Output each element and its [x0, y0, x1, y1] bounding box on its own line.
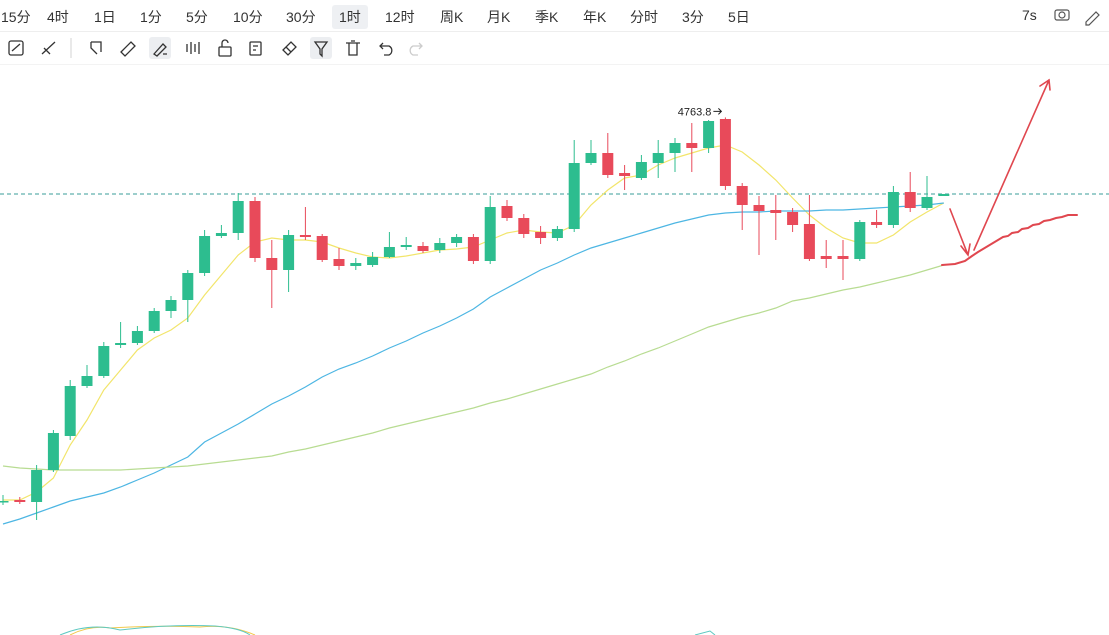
candle-body [232, 201, 244, 233]
tool-icon[interactable] [90, 41, 102, 55]
candle-body [820, 256, 832, 259]
candle-body [467, 237, 479, 261]
peak-arrow [713, 108, 723, 115]
candle-body [383, 247, 395, 257]
drawing-toolbar [0, 37, 1109, 65]
interval-button[interactable]: 月K [487, 9, 511, 25]
annotation-drawing [941, 78, 1078, 266]
tool-icon[interactable] [249, 41, 262, 56]
interval-button[interactable]: 1分 [140, 9, 162, 25]
candle-body [400, 245, 412, 247]
interval-button[interactable]: 周K [440, 9, 464, 25]
candle-body [47, 433, 59, 470]
candle-body [64, 386, 76, 436]
candle-body [451, 237, 463, 243]
candle-body [148, 311, 160, 331]
interval-button[interactable]: 1时 [332, 5, 368, 29]
top-right-actions[interactable] [1054, 9, 1100, 26]
candle-body [14, 500, 26, 502]
candle-body [0, 501, 9, 503]
candle-body [417, 246, 429, 251]
interval-button[interactable]: 5日 [728, 9, 750, 25]
candle-body [770, 210, 782, 213]
tool-icon[interactable] [186, 42, 200, 54]
candle-body [669, 143, 681, 153]
candle-body [686, 143, 698, 148]
candle-body [602, 153, 614, 175]
tool-icon[interactable] [379, 42, 393, 56]
candle-body [316, 236, 328, 260]
tool-icon[interactable] [41, 41, 56, 55]
candle-body [501, 206, 513, 218]
tool-icon[interactable] [282, 41, 297, 56]
candle-body [938, 194, 950, 196]
candle-body [31, 470, 43, 502]
tool-icon[interactable] [346, 40, 360, 56]
interval-button[interactable]: 年K [583, 9, 607, 25]
moving-average-line [3, 144, 945, 501]
refresh-rate[interactable]: 7s [1022, 7, 1037, 23]
candle-body [585, 153, 597, 163]
candle-body [299, 235, 311, 237]
candle-body [81, 376, 93, 386]
candle-body [736, 186, 748, 205]
candle-body [535, 232, 547, 238]
candle-body [182, 273, 194, 300]
tool-icon[interactable] [313, 41, 329, 58]
candle-body [921, 197, 933, 208]
candle-body [703, 121, 715, 148]
candle-body [283, 235, 295, 270]
candle-body [652, 153, 664, 163]
moving-average-line [2, 264, 944, 471]
candle-body [215, 233, 227, 236]
candle-body [837, 256, 849, 259]
candle-body [854, 222, 866, 259]
candle-body [266, 258, 278, 270]
tool-icon[interactable] [120, 41, 136, 57]
moving-average-line [2, 202, 944, 525]
interval-button[interactable]: 10分 [233, 9, 263, 25]
interval-button[interactable]: 1日 [94, 9, 116, 25]
candle-body [568, 163, 580, 229]
candle-body [98, 346, 110, 376]
candle-body [787, 212, 799, 225]
peak-label: 4763.8 [678, 106, 712, 118]
candle-body [803, 224, 815, 259]
candle-body [904, 192, 916, 208]
tool-icon[interactable] [409, 42, 423, 56]
candle-body [350, 263, 362, 266]
tool-icon[interactable] [8, 40, 24, 56]
candle-body [551, 229, 563, 238]
interval-button[interactable]: 分时 [630, 9, 658, 25]
interval-button[interactable]: 15分 [1, 9, 31, 25]
indicator-pane [59, 625, 716, 635]
candle-body [165, 300, 177, 311]
candle-body [249, 201, 261, 258]
candle-body [753, 205, 765, 211]
candle-body [871, 222, 883, 225]
candle-body [434, 243, 446, 250]
candle-body [619, 173, 631, 176]
interval-button[interactable]: 30分 [286, 9, 316, 25]
candle-body [367, 257, 379, 265]
interval-button[interactable]: 4时 [47, 9, 69, 25]
candle-body [719, 119, 731, 186]
candle-body [199, 236, 211, 273]
tool-icon[interactable] [218, 39, 232, 57]
interval-button[interactable]: 12时 [385, 9, 415, 25]
interval-bar: 15分 4时 1日 1分 5分 10分 30分 1时 12时 周K 月K 季K 年K 分时 3分 5日 7s [0, 0, 1109, 32]
tool-icon[interactable] [153, 43, 167, 57]
candle-body [333, 259, 345, 266]
candle-body [115, 343, 127, 345]
candle-body [635, 162, 647, 178]
candle-body [484, 207, 496, 261]
interval-button[interactable]: 季K [535, 9, 559, 25]
candle-body [131, 331, 143, 343]
candle-body [518, 218, 530, 234]
interval-button[interactable]: 5分 [186, 9, 208, 25]
interval-button[interactable]: 3分 [682, 9, 704, 25]
candle-body [887, 192, 899, 225]
